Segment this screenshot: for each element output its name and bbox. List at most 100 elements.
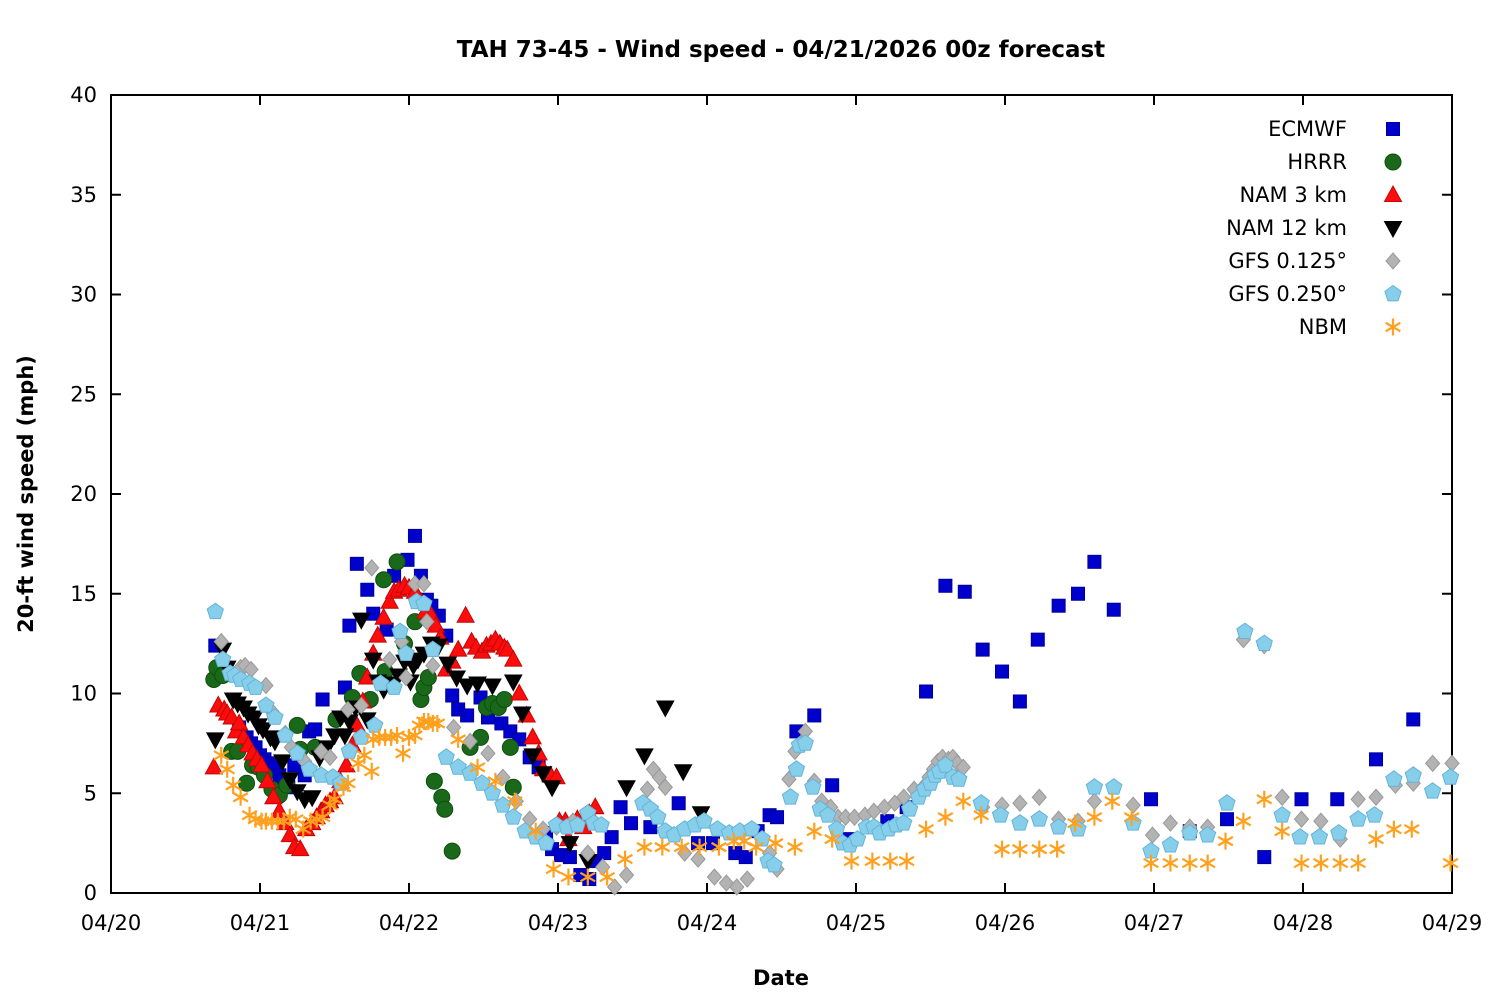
data-point [352, 728, 370, 745]
data-point [509, 683, 529, 701]
data-point [288, 716, 306, 734]
data-point [654, 841, 671, 853]
data-point [487, 776, 504, 787]
data-point [1383, 221, 1403, 239]
data-point [1144, 792, 1159, 807]
data-point [618, 866, 635, 884]
data-point [205, 732, 225, 750]
y-tick-label: 40 [70, 83, 97, 107]
data-point [781, 788, 800, 805]
legend-entry-gfs-0-125-: GFS 0.125° [1228, 249, 1401, 273]
y-tick-label: 5 [84, 781, 97, 805]
data-point [1049, 843, 1066, 855]
data-point [213, 632, 229, 651]
data-point [436, 800, 454, 818]
data-point [560, 871, 577, 883]
data-point [266, 708, 284, 725]
data-point [339, 778, 356, 789]
x-tick-label: 04/29 [1422, 911, 1483, 935]
data-point [613, 800, 628, 815]
data-point [497, 639, 517, 657]
x-tick-label: 04/25 [826, 911, 887, 935]
series-gfs-0-250- [206, 592, 1460, 873]
data-point [767, 837, 784, 849]
data-point [1385, 770, 1403, 787]
data-point [429, 718, 446, 729]
data-point [287, 813, 304, 825]
data-point [340, 700, 356, 719]
data-point [1330, 792, 1345, 807]
data-point [315, 692, 330, 707]
data-point [1256, 794, 1273, 805]
data-point [1087, 554, 1102, 569]
data-point [1368, 788, 1384, 806]
legend-label: ECMWF [1268, 117, 1347, 141]
data-point [512, 706, 532, 724]
data-point [351, 612, 371, 630]
data-point [1012, 694, 1027, 709]
data-point [523, 727, 543, 745]
data-point [1365, 806, 1384, 823]
data-point [1330, 823, 1348, 841]
data-point [786, 841, 803, 853]
data-point [1085, 778, 1104, 795]
data-point [391, 622, 409, 639]
data-point [229, 713, 249, 731]
data-point [445, 688, 460, 703]
legend-label: NAM 12 km [1226, 216, 1347, 240]
data-point [975, 642, 990, 657]
data-point [1424, 754, 1441, 773]
legend-entry-nam-3-km: NAM 3 km [1239, 183, 1403, 207]
data-point [1123, 811, 1140, 823]
data-point [219, 764, 236, 775]
data-point [1406, 712, 1421, 727]
data-point [503, 674, 523, 692]
data-point [501, 738, 519, 756]
data-point [1051, 598, 1066, 613]
data-point [1031, 843, 1048, 855]
data-point [462, 732, 478, 751]
data-point [806, 825, 823, 837]
data-point [225, 780, 242, 791]
data-point [639, 780, 656, 799]
data-point [1386, 122, 1400, 136]
data-point [1199, 825, 1217, 843]
data-point [456, 605, 475, 623]
data-point [527, 825, 544, 837]
data-point [1385, 823, 1402, 835]
data-point [957, 584, 972, 599]
data-point [450, 734, 467, 745]
data-point [204, 757, 224, 775]
y-tick-label: 10 [70, 682, 97, 706]
data-point [264, 787, 283, 805]
data-points-layer [204, 528, 1460, 896]
data-point [308, 722, 323, 737]
data-point [560, 836, 580, 854]
data-point [1181, 823, 1199, 841]
x-tick-label: 04/23 [528, 911, 589, 935]
data-point [415, 594, 433, 612]
data-point [395, 748, 411, 759]
data-point [1383, 184, 1403, 202]
legend-marker-pentagon-icon [1384, 284, 1402, 302]
data-point [443, 842, 461, 860]
data-point [955, 796, 972, 807]
data-point [991, 806, 1010, 823]
data-point [1349, 810, 1367, 827]
legend-marker-circle-icon [1384, 153, 1402, 171]
data-point [1293, 857, 1310, 869]
data-point [302, 790, 322, 808]
data-point [1012, 794, 1028, 812]
y-tick-label: 20 [70, 482, 97, 506]
legend-entry-hrrr: HRRR [1287, 150, 1402, 174]
x-tick-label: 04/20 [81, 911, 142, 935]
data-point [739, 870, 755, 888]
data-point [360, 582, 375, 597]
data-point [523, 748, 543, 766]
data-point [1162, 814, 1179, 832]
data-point [1106, 602, 1121, 617]
data-point [994, 843, 1010, 855]
data-point [706, 868, 723, 886]
data-point [545, 863, 562, 875]
data-point [1255, 634, 1273, 651]
